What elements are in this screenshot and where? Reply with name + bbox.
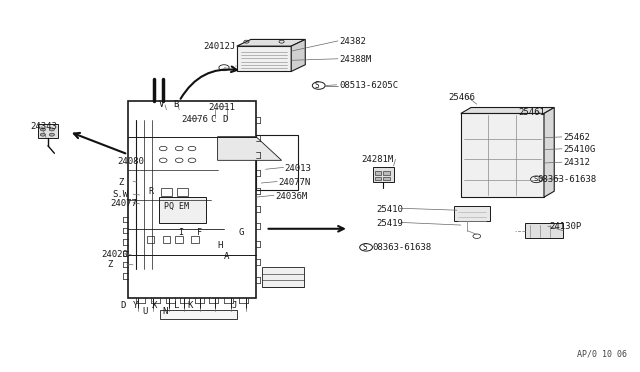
Text: 25462: 25462: [563, 133, 590, 142]
Bar: [375, 171, 381, 175]
Text: 24020: 24020: [101, 250, 128, 259]
Text: 24281M: 24281M: [362, 155, 394, 164]
Text: F: F: [197, 228, 202, 237]
Text: Z: Z: [108, 260, 113, 269]
Text: V: V: [159, 100, 164, 109]
Polygon shape: [461, 108, 554, 113]
Text: D: D: [120, 301, 125, 310]
Bar: [175, 237, 183, 243]
Bar: [161, 187, 172, 196]
Bar: [163, 237, 170, 243]
Text: J: J: [232, 301, 237, 310]
Text: 24076: 24076: [181, 115, 208, 124]
Text: U: U: [142, 307, 147, 316]
Polygon shape: [373, 167, 394, 182]
Text: S.W: S.W: [112, 190, 128, 199]
Bar: [147, 237, 154, 243]
Text: 25419: 25419: [376, 219, 403, 228]
Text: 24388M: 24388M: [339, 55, 371, 64]
Bar: [177, 187, 188, 196]
Text: 24382: 24382: [339, 37, 366, 46]
Text: PQ EM: PQ EM: [164, 202, 189, 211]
Text: 24012J: 24012J: [204, 42, 236, 51]
Bar: [383, 177, 390, 180]
Text: 25466: 25466: [448, 93, 475, 102]
Circle shape: [40, 128, 45, 131]
Bar: [160, 310, 237, 319]
Text: D: D: [223, 115, 228, 124]
Text: N: N: [163, 307, 168, 316]
Text: I: I: [178, 228, 183, 237]
Polygon shape: [461, 113, 544, 197]
Text: 25461: 25461: [518, 108, 545, 117]
Text: 25410G: 25410G: [563, 145, 595, 154]
Text: Z: Z: [118, 178, 124, 187]
Text: 24077N: 24077N: [278, 178, 310, 187]
Text: 24013: 24013: [285, 164, 312, 173]
Text: 24011: 24011: [208, 103, 235, 112]
Circle shape: [49, 133, 54, 136]
Text: R: R: [148, 187, 154, 196]
Text: C: C: [210, 115, 215, 124]
Polygon shape: [237, 46, 291, 71]
Bar: [375, 177, 381, 180]
Bar: [454, 206, 490, 221]
Text: 08363-61638: 08363-61638: [372, 243, 431, 252]
Polygon shape: [291, 39, 305, 71]
Text: A: A: [224, 252, 229, 261]
Text: 08513-6205C: 08513-6205C: [339, 81, 398, 90]
Text: 24080: 24080: [117, 157, 144, 166]
Polygon shape: [525, 223, 563, 238]
Text: 24036M: 24036M: [275, 192, 307, 201]
Circle shape: [49, 128, 54, 131]
Bar: [383, 171, 390, 175]
Bar: [159, 197, 206, 224]
Text: 25410: 25410: [376, 205, 403, 214]
Bar: [191, 237, 199, 243]
Text: S: S: [315, 81, 319, 90]
Text: B: B: [173, 100, 178, 109]
Text: 24343: 24343: [31, 122, 58, 131]
Circle shape: [40, 133, 45, 136]
Text: AP/0 10 06: AP/0 10 06: [577, 350, 627, 359]
Text: X: X: [152, 301, 157, 310]
Polygon shape: [218, 137, 282, 160]
Polygon shape: [237, 39, 305, 46]
Text: S: S: [362, 243, 367, 252]
Text: 24130P: 24130P: [549, 222, 581, 231]
Bar: [262, 267, 304, 287]
Polygon shape: [38, 124, 58, 138]
Text: L: L: [174, 301, 179, 310]
Text: 24077: 24077: [110, 199, 137, 208]
Text: K: K: [187, 301, 192, 310]
Text: 24312: 24312: [563, 158, 590, 167]
Polygon shape: [544, 108, 554, 197]
Text: G: G: [239, 228, 244, 237]
Text: H: H: [218, 241, 223, 250]
Text: S: S: [533, 176, 538, 182]
Text: Y: Y: [133, 301, 138, 310]
Text: 08363-61638: 08363-61638: [538, 175, 596, 184]
